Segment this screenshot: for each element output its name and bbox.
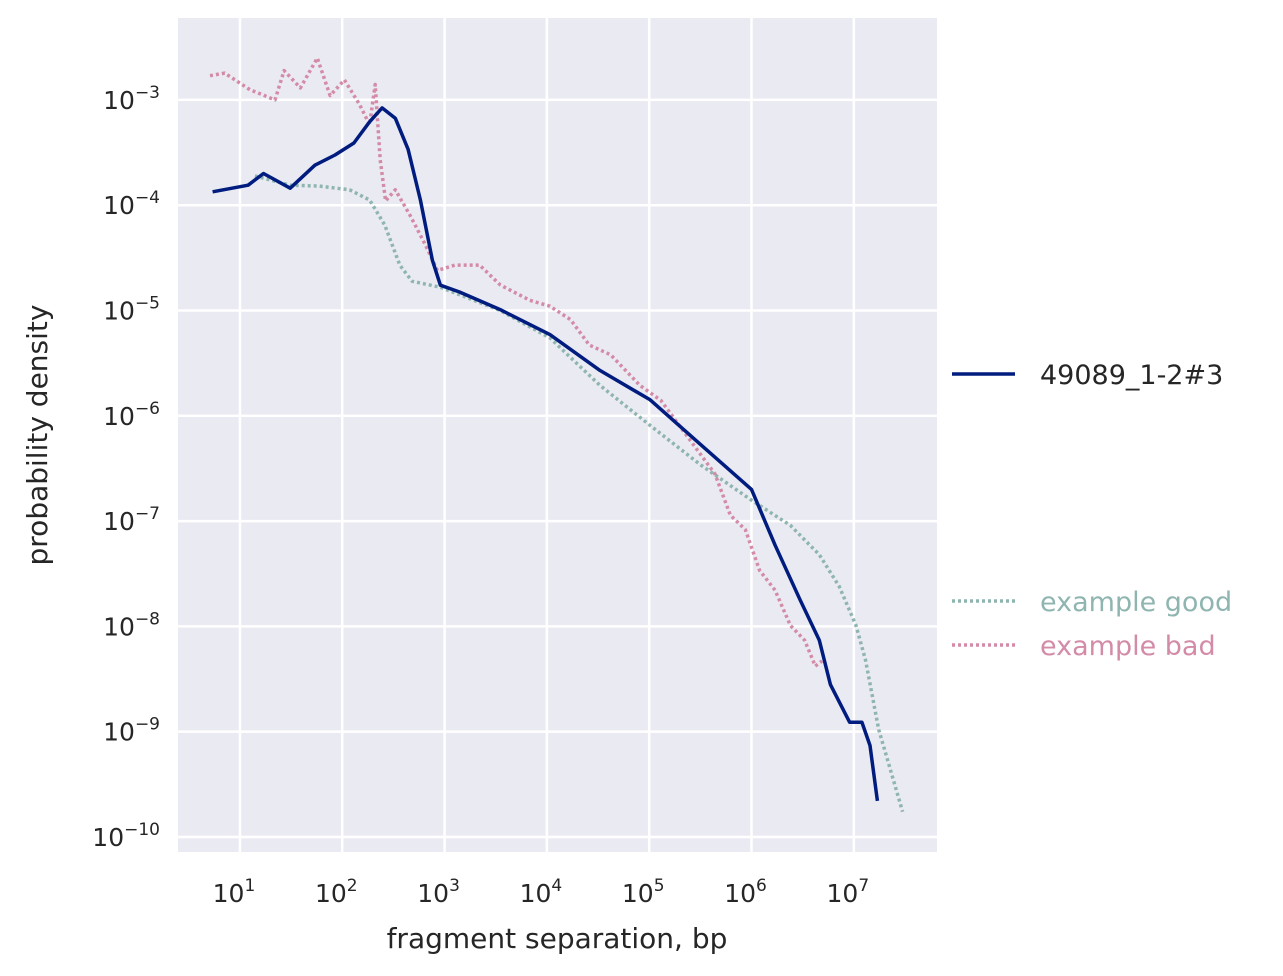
x-tick-label: 106 xyxy=(724,876,767,908)
x-tick-label: 102 xyxy=(315,876,358,908)
series-lines xyxy=(209,56,905,813)
y-tick-labels: 10−3 10−4 10−5 10−6 10−7 10−8 10−9 10−10 xyxy=(92,83,160,852)
legend-label: example bad xyxy=(1040,631,1216,662)
x-tick-label: 104 xyxy=(520,876,563,908)
x-tick-label: 105 xyxy=(622,876,665,908)
x-tick-labels: 101 102 103 104 105 106 107 xyxy=(213,876,870,908)
x-axis-label: fragment separation, bp xyxy=(387,922,728,955)
legend-label: example good xyxy=(1040,587,1232,618)
y-tick-label: 10−5 xyxy=(103,294,160,326)
y-tick-label: 10−3 xyxy=(103,83,160,115)
y-tick-label: 10−7 xyxy=(103,504,160,536)
y-tick-label: 10−8 xyxy=(103,609,160,641)
legend-label: 49089_1-2#3 xyxy=(1040,360,1223,391)
y-tick-label: 10−4 xyxy=(103,188,160,220)
plot-background xyxy=(178,18,937,852)
x-tick-label: 103 xyxy=(417,876,460,908)
y-tick-label: 10−10 xyxy=(92,820,160,852)
y-axis-label: probability density xyxy=(21,305,54,566)
y-tick-label: 10−6 xyxy=(103,399,160,431)
x-tick-label: 101 xyxy=(213,876,256,908)
grid xyxy=(178,18,937,852)
series-line-49089-1-2-3 xyxy=(212,106,880,802)
x-tick-label: 107 xyxy=(827,876,870,908)
y-tick-label: 10−9 xyxy=(103,715,160,747)
